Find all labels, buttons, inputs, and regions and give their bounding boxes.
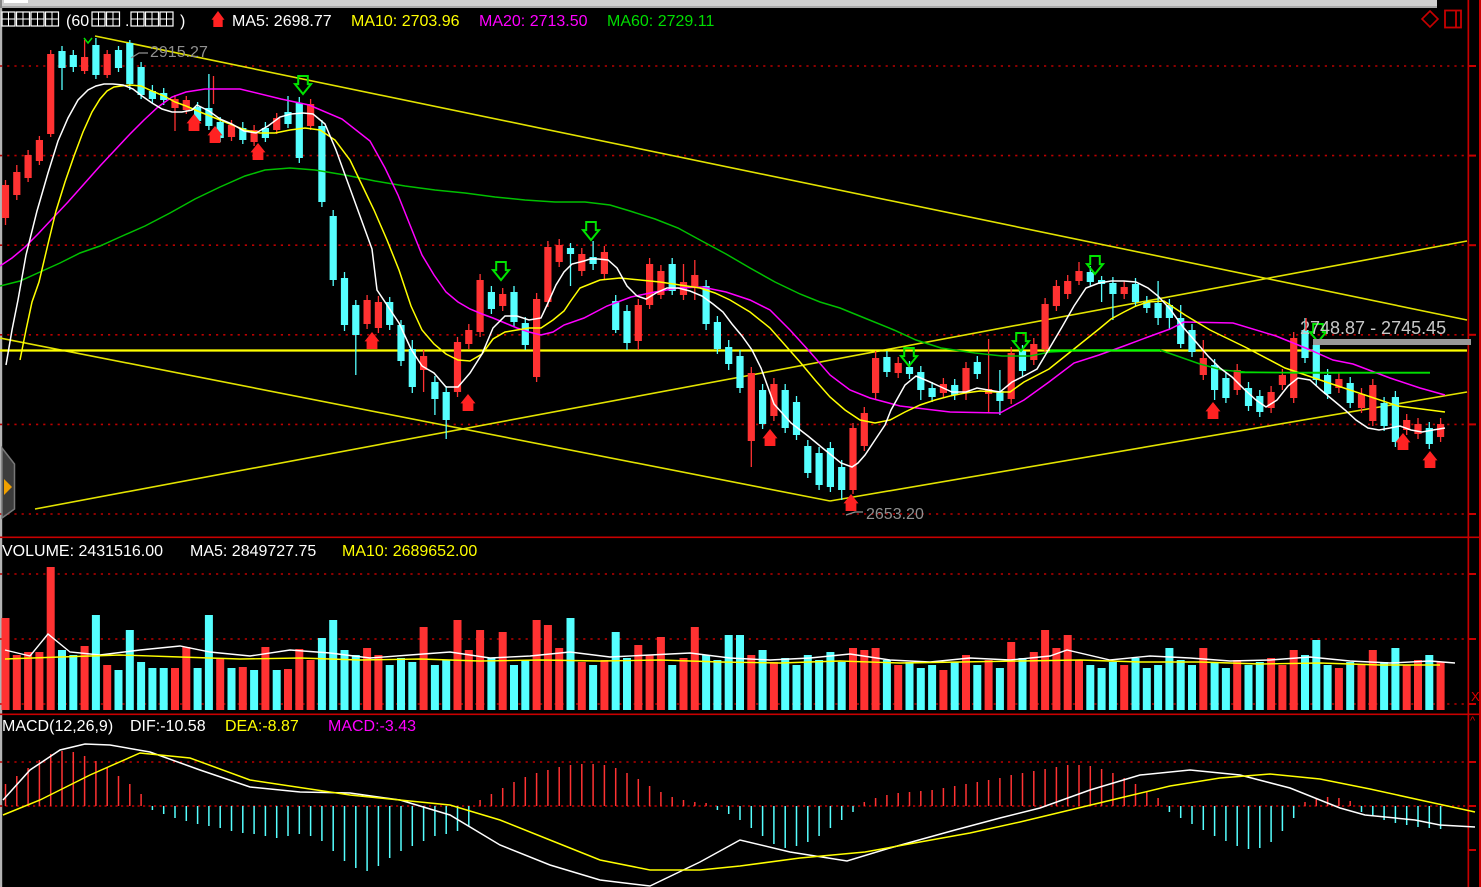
svg-text:DIF:-10.58: DIF:-10.58 [130, 718, 206, 735]
svg-text:MACD(12,26,9): MACD(12,26,9) [2, 718, 113, 735]
svg-text:^: ^ [1470, 715, 1476, 727]
svg-text:MA20: 2713.50: MA20: 2713.50 [479, 13, 588, 30]
svg-text:MA5: 2849727.75: MA5: 2849727.75 [190, 543, 316, 560]
svg-text:MA60: 2729.11: MA60: 2729.11 [607, 13, 714, 30]
svg-text:2748.87 - 2745.45: 2748.87 - 2745.45 [1300, 318, 1446, 338]
svg-text:MA10: 2689652.00: MA10: 2689652.00 [342, 543, 477, 560]
svg-text:X: X [1471, 689, 1480, 704]
svg-text:(60: (60 [66, 13, 89, 30]
svg-text:MA10: 2703.96: MA10: 2703.96 [351, 13, 460, 30]
svg-text:2915.27: 2915.27 [150, 44, 208, 61]
svg-text:DEA:-8.87: DEA:-8.87 [225, 718, 299, 735]
svg-text:.: . [125, 13, 129, 30]
svg-text:VOLUME: 2431516.00: VOLUME: 2431516.00 [2, 543, 163, 560]
svg-text:): ) [180, 13, 185, 30]
svg-text:MACD:-3.43: MACD:-3.43 [328, 718, 416, 735]
svg-text:2653.20: 2653.20 [866, 506, 924, 523]
svg-text:MA5: 2698.77: MA5: 2698.77 [232, 13, 332, 30]
